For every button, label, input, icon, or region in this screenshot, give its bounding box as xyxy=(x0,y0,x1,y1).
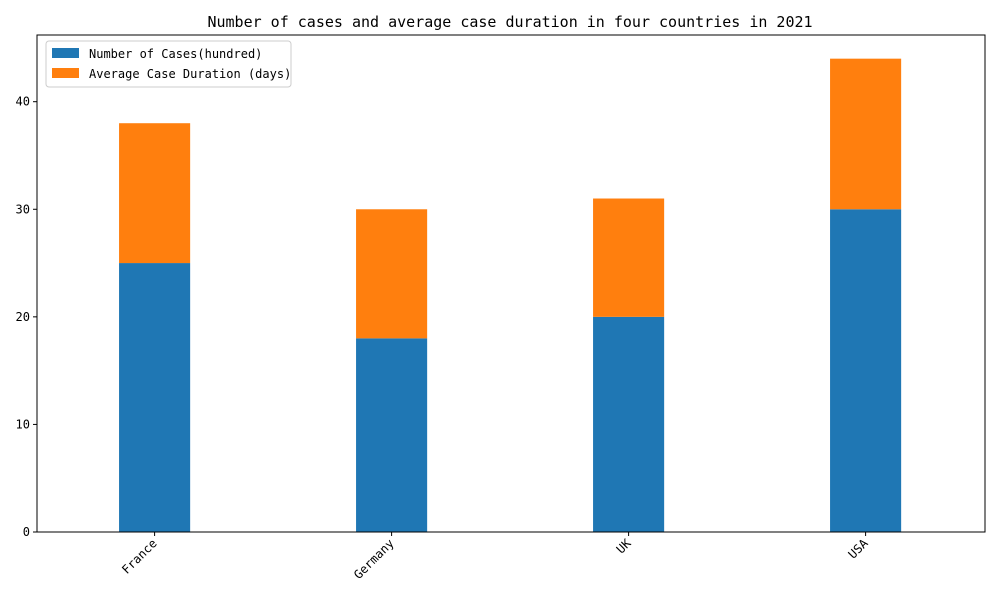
y-tick-label: 20 xyxy=(16,310,30,324)
bar-cases-france xyxy=(119,263,191,532)
bar-duration-france xyxy=(119,123,191,264)
legend: Number of Cases(hundred) Average Case Dur… xyxy=(45,40,292,88)
legend-label: Number of Cases(hundred) xyxy=(89,47,262,61)
y-tick-label: 10 xyxy=(16,417,30,431)
legend-box xyxy=(45,40,292,88)
legend-label: Average Case Duration (days) xyxy=(89,67,291,81)
legend-swatch xyxy=(52,48,79,58)
x-tick-label: UK xyxy=(614,536,635,557)
y-tick-label: 40 xyxy=(16,95,30,109)
bar-duration-usa xyxy=(830,58,902,210)
bar-cases-germany xyxy=(356,338,428,532)
bar-duration-uk xyxy=(593,198,665,317)
bar-cases-uk xyxy=(593,316,665,532)
bars xyxy=(119,58,902,533)
x-tick-label: Germany xyxy=(351,536,397,582)
chart-title: Number of cases and average case duratio… xyxy=(207,13,812,31)
y-tick-label: 0 xyxy=(23,525,30,539)
x-tick-label: USA xyxy=(845,536,871,562)
plot-frame xyxy=(36,34,986,533)
bar-duration-germany xyxy=(356,209,428,339)
x-tick-label: France xyxy=(119,536,160,577)
y-tick-label: 30 xyxy=(16,202,30,216)
legend-swatch xyxy=(52,68,79,78)
bar-cases-usa xyxy=(830,209,902,533)
